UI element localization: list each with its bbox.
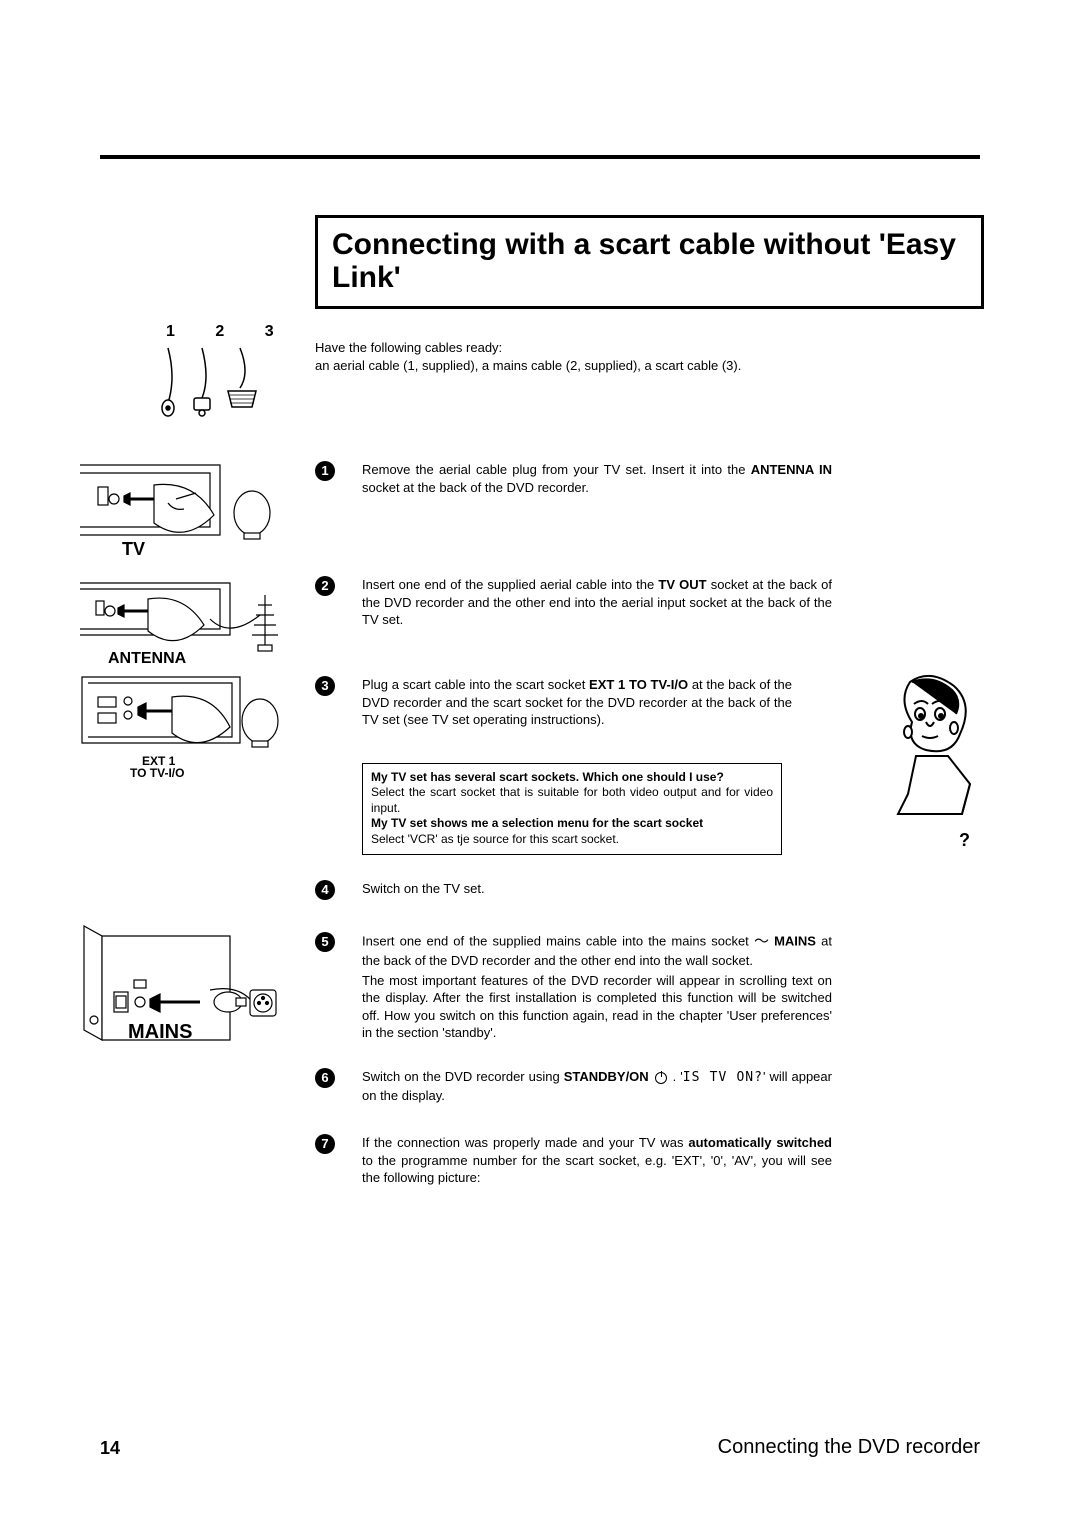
step1-text-a: Remove the aerial cable plug from your T…	[362, 462, 751, 477]
step6-text-c: . '	[669, 1069, 683, 1084]
faq-a2: Select 'VCR' as tje source for this scar…	[371, 832, 619, 846]
step-7: If the connection was properly made and …	[315, 1134, 980, 1187]
section-title: Connecting with a scart cable without 'E…	[332, 228, 967, 294]
faq-box: My TV set has several scart sockets. Whi…	[362, 763, 782, 855]
step5-text-a: Insert one end of the supplied mains cab…	[362, 934, 754, 949]
section-title-box: Connecting with a scart cable without 'E…	[315, 215, 984, 309]
step6-bold: STANDBY/ON	[564, 1069, 649, 1084]
step5-bold: MAINS	[774, 934, 816, 949]
faq-q2: My TV set shows me a selection menu for …	[371, 816, 703, 830]
cable-labels: 1 2 3	[166, 323, 292, 341]
question-mark-icon: ?	[959, 830, 970, 851]
tv-connection-icon: TV	[80, 455, 280, 560]
step-6: Switch on the DVD recorder using STANDBY…	[315, 1068, 980, 1104]
tv-label: TV	[122, 539, 145, 559]
step-4: Switch on the TV set.	[315, 880, 980, 898]
mains-label: MAINS	[128, 1021, 192, 1043]
faq-a1: Select the scart socket that is suitable…	[371, 785, 773, 816]
page-number: 14	[100, 1438, 120, 1459]
antenna-connection-icon: ANTENNA	[80, 575, 290, 675]
confused-person-icon	[890, 674, 980, 844]
step-3: Plug a scart cable into the scart socket…	[315, 676, 980, 855]
chapter-title: Connecting the DVD recorder	[718, 1436, 980, 1459]
step6-text-a: Switch on the DVD recorder using	[362, 1069, 564, 1084]
step3-bold: EXT 1 TO TV-I/O	[589, 677, 688, 692]
intro-line2: an aerial cable (1, supplied), a mains c…	[315, 357, 900, 375]
cables-drawing-icon	[150, 343, 280, 423]
step7-text-a: If the connection was properly made and …	[362, 1135, 688, 1150]
step1-text-c: socket at the back of the DVD recorder.	[362, 480, 589, 495]
step-2: Insert one end of the supplied aerial ca…	[315, 576, 980, 629]
ext1-sub: TO TV-I/O	[130, 766, 184, 780]
step5-text-d: The most important features of the DVD r…	[362, 972, 832, 1042]
step2-text-a: Insert one end of the supplied aerial ca…	[362, 577, 658, 592]
intro-text: Have the following cables ready: an aeri…	[315, 339, 900, 375]
step7-text-c: to the programme number for the scart so…	[362, 1153, 832, 1186]
step7-bold: automatically switched	[688, 1135, 832, 1150]
mains-connection-icon: MAINS	[80, 920, 290, 1050]
manual-page: Connecting with a scart cable without 'E…	[0, 0, 1080, 1514]
antenna-label: ANTENNA	[108, 650, 187, 667]
faq-q1: My TV set has several scart sockets. Whi…	[371, 770, 724, 784]
ac-wave-icon: 〜	[754, 932, 769, 952]
standby-icon	[655, 1072, 667, 1084]
top-rule	[100, 155, 980, 159]
ext1-connection-icon: EXT 1 TO TV-I/O	[80, 673, 290, 793]
step-1: Remove the aerial cable plug from your T…	[315, 461, 980, 496]
step4-text: Switch on the TV set.	[362, 880, 980, 898]
step2-bold: TV OUT	[658, 577, 706, 592]
step1-bold: ANTENNA IN	[751, 462, 832, 477]
intro-line1: Have the following cables ready:	[315, 339, 900, 357]
step-5: Insert one end of the supplied mains cab…	[315, 932, 980, 1042]
step6-seg7: IS TV ON?	[683, 1070, 763, 1085]
step3-text-a: Plug a scart cable into the scart socket	[362, 677, 589, 692]
